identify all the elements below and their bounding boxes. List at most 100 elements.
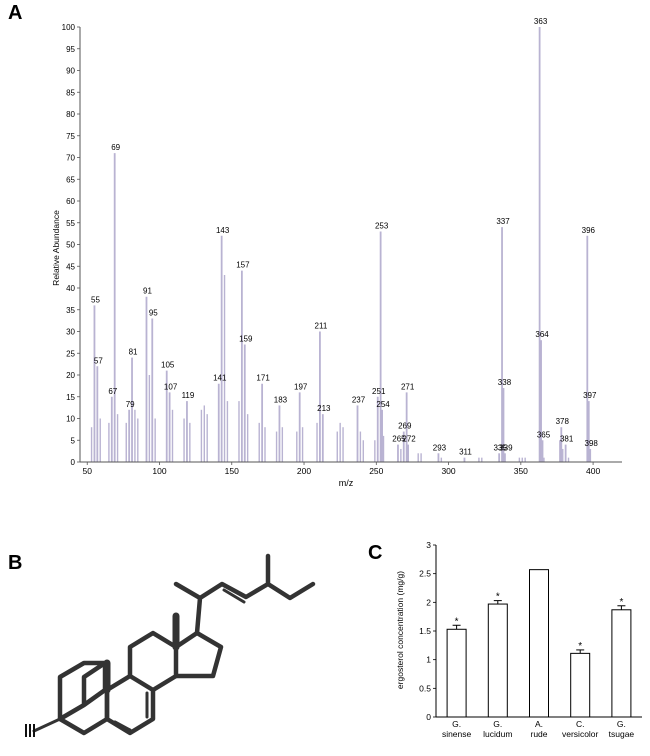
ms-y-tick-label: 15 xyxy=(66,393,75,402)
bar xyxy=(570,652,591,718)
ms-peak-label: 107 xyxy=(164,382,178,391)
bar-y-tick-label: 0 xyxy=(426,712,431,722)
ms-y-tick-label: 45 xyxy=(66,262,75,271)
ms-peak-label: 91 xyxy=(143,287,152,296)
significance-marker: * xyxy=(619,597,623,608)
ms-peak-label: 213 xyxy=(317,404,331,413)
ms-y-tick-label: 0 xyxy=(71,458,76,467)
ms-y-tick-label: 50 xyxy=(66,241,75,250)
bar xyxy=(446,628,467,718)
ms-peak-label: 55 xyxy=(91,295,100,304)
ms-peak-label: 364 xyxy=(535,330,549,339)
ms-peak-label: 363 xyxy=(534,17,548,26)
bar-chart-bars: * * * * xyxy=(446,569,632,718)
hydroxyl-bond xyxy=(32,717,62,733)
ms-peak-label: 105 xyxy=(161,361,175,370)
bar-y-axis-title: ergosterol concentration (mg/g) xyxy=(395,571,405,689)
ms-peak-label: 251 xyxy=(372,387,386,396)
bar xyxy=(529,569,549,718)
mass-spectrum-axes: 0 5 10 15 20 25 30 35 40 45 50 55 60 65 70 75 80 85 90 95 10… xyxy=(62,23,622,476)
mass-spectrum-chart: 0 5 10 15 20 25 30 35 40 45 50 55 60 65 70 75 80 85 90 95 10… xyxy=(51,17,622,488)
bar-y-tick-label: 2.5 xyxy=(419,569,431,579)
ms-peak-label: 381 xyxy=(560,435,574,444)
ms-y-tick-label: 35 xyxy=(66,306,75,315)
ms-y-tick-label: 65 xyxy=(66,175,75,184)
ms-peak-label: 119 xyxy=(182,391,195,400)
ms-peak-label: 141 xyxy=(213,374,227,383)
ms-peak-label: 271 xyxy=(401,382,415,391)
bar-y-tick-label: 3 xyxy=(426,540,431,550)
ms-y-tick-label: 70 xyxy=(66,154,75,163)
ms-y-tick-label: 40 xyxy=(66,284,75,293)
ms-x-tick-label: 100 xyxy=(152,466,166,476)
ms-peak-label: 157 xyxy=(236,261,250,270)
ring-c xyxy=(127,630,179,693)
ms-peak-label: 254 xyxy=(376,400,390,409)
ms-x-tick-label: 300 xyxy=(441,466,455,476)
ms-y-tick-label: 30 xyxy=(66,328,75,337)
ms-y-tick-label: 95 xyxy=(66,45,75,54)
ms-y-tick-label: 90 xyxy=(66,67,75,76)
ms-y-tick-label: 55 xyxy=(66,219,75,228)
ms-peak-label: 398 xyxy=(585,439,599,448)
ring-d xyxy=(173,630,224,679)
ms-peak-label: 211 xyxy=(315,322,328,331)
ms-y-tick-label: 60 xyxy=(66,197,75,206)
significance-marker: * xyxy=(455,616,459,627)
ms-y-tick-label: 85 xyxy=(66,88,75,97)
ms-peak-label: 265 xyxy=(392,435,406,444)
ms-x-tick-label: 400 xyxy=(586,466,600,476)
bar xyxy=(487,603,508,718)
bar-y-tick-label: 1.5 xyxy=(419,626,431,636)
ms-peak-label: 397 xyxy=(583,391,597,400)
bar-y-tick-label: 0.5 xyxy=(419,683,431,693)
ms-peak-label: 311 xyxy=(459,448,472,457)
ms-peak-label: 272 xyxy=(402,435,416,444)
panel-label-c: C xyxy=(368,542,383,564)
mass-spectrum-peaks xyxy=(90,27,592,462)
bar xyxy=(611,609,632,718)
ms-peak-label: 183 xyxy=(274,395,288,404)
bar-category-label-line1: A. xyxy=(535,719,543,729)
ms-peak-label: 171 xyxy=(256,374,270,383)
ms-y-tick-label: 80 xyxy=(66,110,75,119)
ms-peak-label: 237 xyxy=(352,395,366,404)
ms-peak-label: 335 xyxy=(493,443,507,452)
ms-peak-label: 293 xyxy=(433,443,447,452)
ms-y-tick-label: 10 xyxy=(66,415,75,424)
bar-category-label-line2: sinense xyxy=(442,729,472,739)
bar-category-label-line1: G. xyxy=(493,719,502,729)
ms-peak-label: 339 xyxy=(499,443,513,452)
side-chain xyxy=(173,553,316,636)
ms-peak-label: 269 xyxy=(398,422,412,431)
ms-y-axis-title: Relative Abundance xyxy=(51,210,61,286)
ms-peak-label: 253 xyxy=(375,221,389,230)
ms-peak-label: 159 xyxy=(239,335,253,344)
ms-peak-label: 79 xyxy=(126,400,135,409)
ms-y-tick-label: 75 xyxy=(66,132,75,141)
ms-peak-label: 396 xyxy=(582,226,596,235)
ms-y-tick-label: 25 xyxy=(66,349,75,358)
bar-category-label-line1: G. xyxy=(617,719,626,729)
ms-y-tick-label: 20 xyxy=(66,371,75,380)
panel-label-a: A xyxy=(8,2,23,24)
significance-marker: * xyxy=(496,592,500,603)
panel-label-b: B xyxy=(8,552,23,574)
ms-peak-label: 338 xyxy=(498,378,512,387)
bar-category-label-line2: lucidum xyxy=(483,729,512,739)
mass-spectrum-peak-labels: 55 57 67 69 79 81 91 95 105 107 119 141 143 157 159 171… xyxy=(91,17,598,457)
ms-x-tick-label: 350 xyxy=(514,466,528,476)
bar-chart-category-labels: G.sinenseG.lucidumA.rudeC.versicolorG.ts… xyxy=(442,719,634,739)
ms-x-tick-label: 250 xyxy=(369,466,383,476)
ms-peak-label: 69 xyxy=(111,143,120,152)
bar-category-label-line2: versicolor xyxy=(562,729,599,739)
bar-category-label-line2: rude xyxy=(530,729,547,739)
ms-peak-label: 378 xyxy=(556,417,570,426)
ms-x-tick-label: 50 xyxy=(82,466,92,476)
ms-peak-label: 67 xyxy=(108,387,117,396)
bar-y-tick-label: 2 xyxy=(426,597,431,607)
ms-peak-label: 197 xyxy=(294,382,308,391)
ms-peak-label: 365 xyxy=(537,430,551,439)
ms-peak-label: 81 xyxy=(129,348,138,357)
